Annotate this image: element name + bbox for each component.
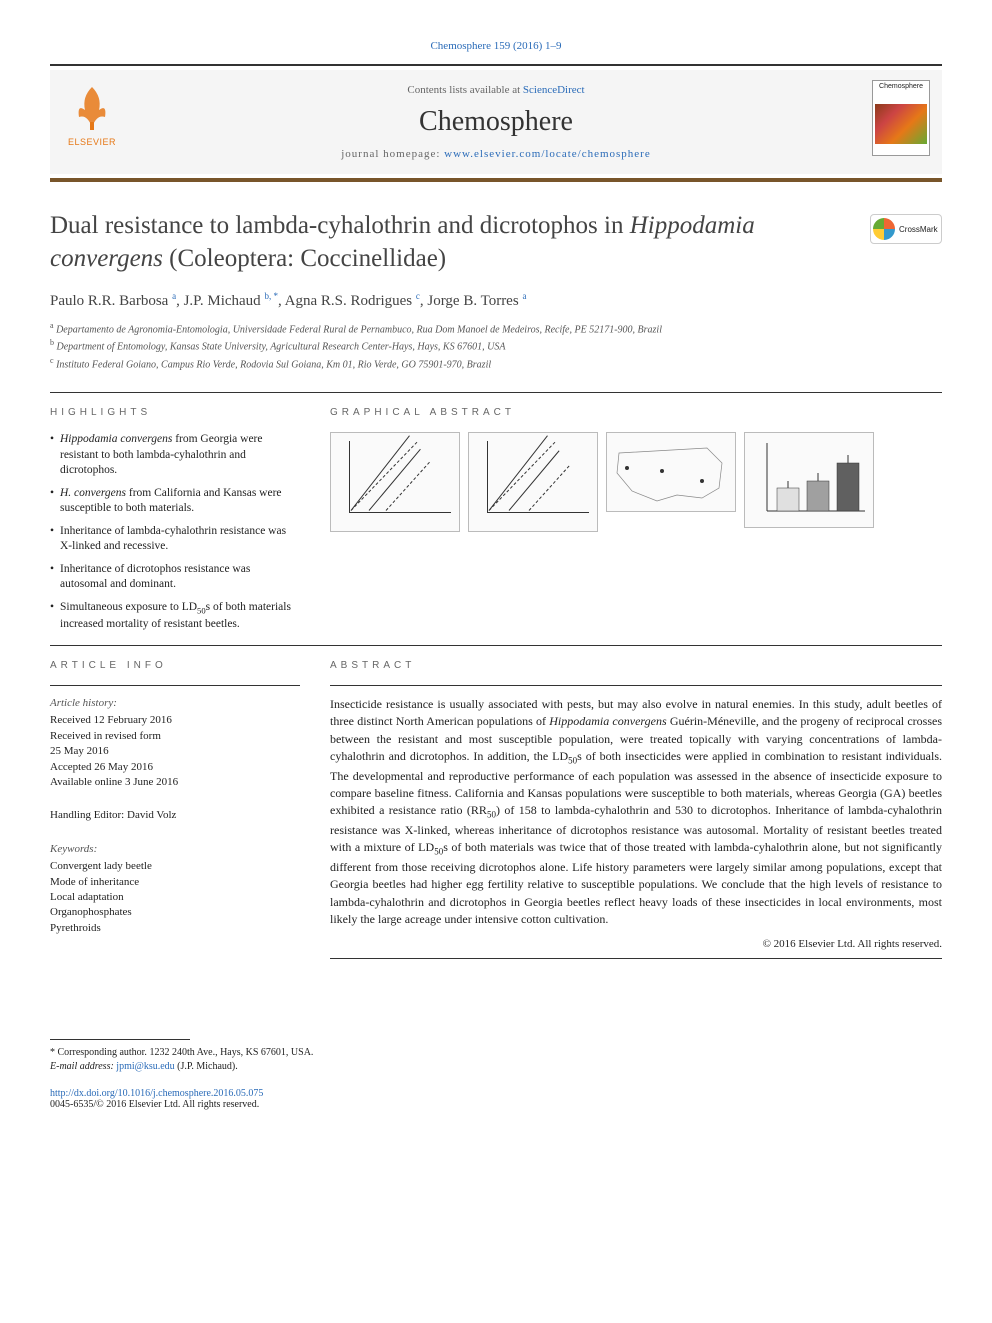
crossmark-label: CrossMark — [899, 225, 938, 234]
article-history: Article history: Received 12 February 20… — [50, 696, 300, 790]
crossmark-badge[interactable]: CrossMark — [870, 214, 942, 244]
author: J.P. Michaud b, * — [184, 293, 278, 309]
sciencedirect-link[interactable]: ScienceDirect — [523, 84, 585, 96]
article-info-label: ARTICLE INFO — [50, 660, 300, 671]
highlights-list: Hippodamia convergens from Georgia were … — [50, 432, 300, 632]
highlight-item: H. convergens from California and Kansas… — [50, 486, 300, 517]
publisher-name: ELSEVIER — [62, 137, 122, 147]
header-rule-top — [50, 64, 942, 66]
journal-name: Chemosphere — [70, 106, 922, 138]
keywords-block: Keywords: Convergent lady beetleMode of … — [50, 842, 300, 936]
corresponding-author: * Corresponding author. 1232 240th Ave.,… — [50, 1046, 942, 1074]
author: Agna R.S. Rodrigues c — [285, 293, 420, 309]
history-label: Article history: — [50, 696, 300, 711]
doi-link[interactable]: http://dx.doi.org/10.1016/j.chemosphere.… — [50, 1088, 263, 1099]
journal-cover-thumb: Chemosphere — [872, 80, 930, 156]
author-list: Paulo R.R. Barbosa a, J.P. Michaud b, *,… — [50, 291, 942, 310]
cover-image — [875, 104, 927, 144]
corr-email-link[interactable]: jpmi@ksu.edu — [116, 1061, 174, 1072]
history-line: Available online 3 June 2016 — [50, 775, 300, 790]
affiliation: b Department of Entomology, Kansas State… — [50, 337, 942, 354]
ga-chart-dicrotophos — [468, 432, 598, 532]
issn-copyright: 0045-6535/© 2016 Elsevier Ltd. All right… — [50, 1099, 942, 1110]
article-title: Dual resistance to lambda-cyhalothrin an… — [50, 210, 852, 275]
highlight-item: Simultaneous exposure to LD50s of both m… — [50, 600, 300, 632]
doi-block: http://dx.doi.org/10.1016/j.chemosphere.… — [50, 1088, 942, 1110]
keyword: Convergent lady beetle — [50, 859, 300, 874]
author: Paulo R.R. Barbosa a — [50, 293, 176, 309]
highlight-item: Inheritance of dicrotophos resistance wa… — [50, 562, 300, 593]
history-line: Accepted 26 May 2016 — [50, 760, 300, 775]
affiliation: c Instituto Federal Goiano, Campus Rio V… — [50, 355, 942, 372]
highlight-item: Inheritance of lambda-cyhalothrin resist… — [50, 524, 300, 555]
keyword: Pyrethroids — [50, 921, 300, 936]
ga-chart-lambda — [330, 432, 460, 532]
title-text-1: Dual resistance to lambda-cyhalothrin an… — [50, 212, 630, 239]
history-line: Received 12 February 2016 — [50, 713, 300, 728]
title-text-2: (Coleoptera: Coccinellidae) — [163, 245, 446, 272]
highlights-label: HIGHLIGHTS — [50, 407, 300, 418]
contents-available-line: Contents lists available at ScienceDirec… — [70, 84, 922, 96]
keywords-label: Keywords: — [50, 842, 300, 857]
journal-header: ELSEVIER Chemosphere Contents lists avai… — [50, 70, 942, 174]
elsevier-tree-icon — [67, 82, 117, 132]
affiliations-list: a Departamento de Agronomia-Entomologia,… — [50, 320, 942, 372]
journal-homepage-line: journal homepage: www.elsevier.com/locat… — [70, 148, 922, 160]
author: Jorge B. Torres a — [427, 293, 526, 309]
divider-2 — [50, 645, 942, 646]
abstract-text: Insecticide resistance is usually associ… — [330, 696, 942, 928]
footnote-rule — [50, 1039, 190, 1040]
ga-bar-chart — [744, 432, 874, 528]
abstract-label: ABSTRACT — [330, 660, 942, 671]
corr-label: * Corresponding author. — [50, 1047, 149, 1058]
graphical-abstract — [330, 432, 942, 532]
publisher-logo: ELSEVIER — [62, 82, 122, 147]
history-line: 25 May 2016 — [50, 744, 300, 759]
journal-homepage-link[interactable]: www.elsevier.com/locate/chemosphere — [444, 148, 651, 160]
keyword: Local adaptation — [50, 890, 300, 905]
cover-title: Chemosphere — [875, 83, 927, 90]
keyword: Organophosphates — [50, 905, 300, 920]
header-rule-bottom — [50, 178, 942, 182]
email-label: E-mail address: — [50, 1061, 116, 1072]
corr-address: 1232 240th Ave., Hays, KS 67601, USA. — [149, 1047, 313, 1058]
handling-editor-label: Handling Editor: — [50, 809, 127, 821]
keyword: Mode of inheritance — [50, 875, 300, 890]
affiliation: a Departamento de Agronomia-Entomologia,… — [50, 320, 942, 337]
divider-1 — [50, 392, 942, 393]
abstract-copyright: © 2016 Elsevier Ltd. All rights reserved… — [330, 938, 942, 950]
handling-editor: Handling Editor: David Volz — [50, 808, 300, 823]
homepage-prefix: journal homepage: — [341, 148, 444, 160]
ga-us-map — [606, 432, 736, 512]
contents-prefix: Contents lists available at — [407, 84, 522, 96]
history-line: Received in revised form — [50, 729, 300, 744]
handling-editor-name: David Volz — [127, 809, 176, 821]
graphical-abstract-label: GRAPHICAL ABSTRACT — [330, 407, 942, 418]
highlight-item: Hippodamia convergens from Georgia were … — [50, 432, 300, 479]
crossmark-icon — [873, 218, 895, 240]
citation-line: Chemosphere 159 (2016) 1–9 — [50, 40, 942, 52]
email-suffix: (J.P. Michaud). — [175, 1061, 238, 1072]
